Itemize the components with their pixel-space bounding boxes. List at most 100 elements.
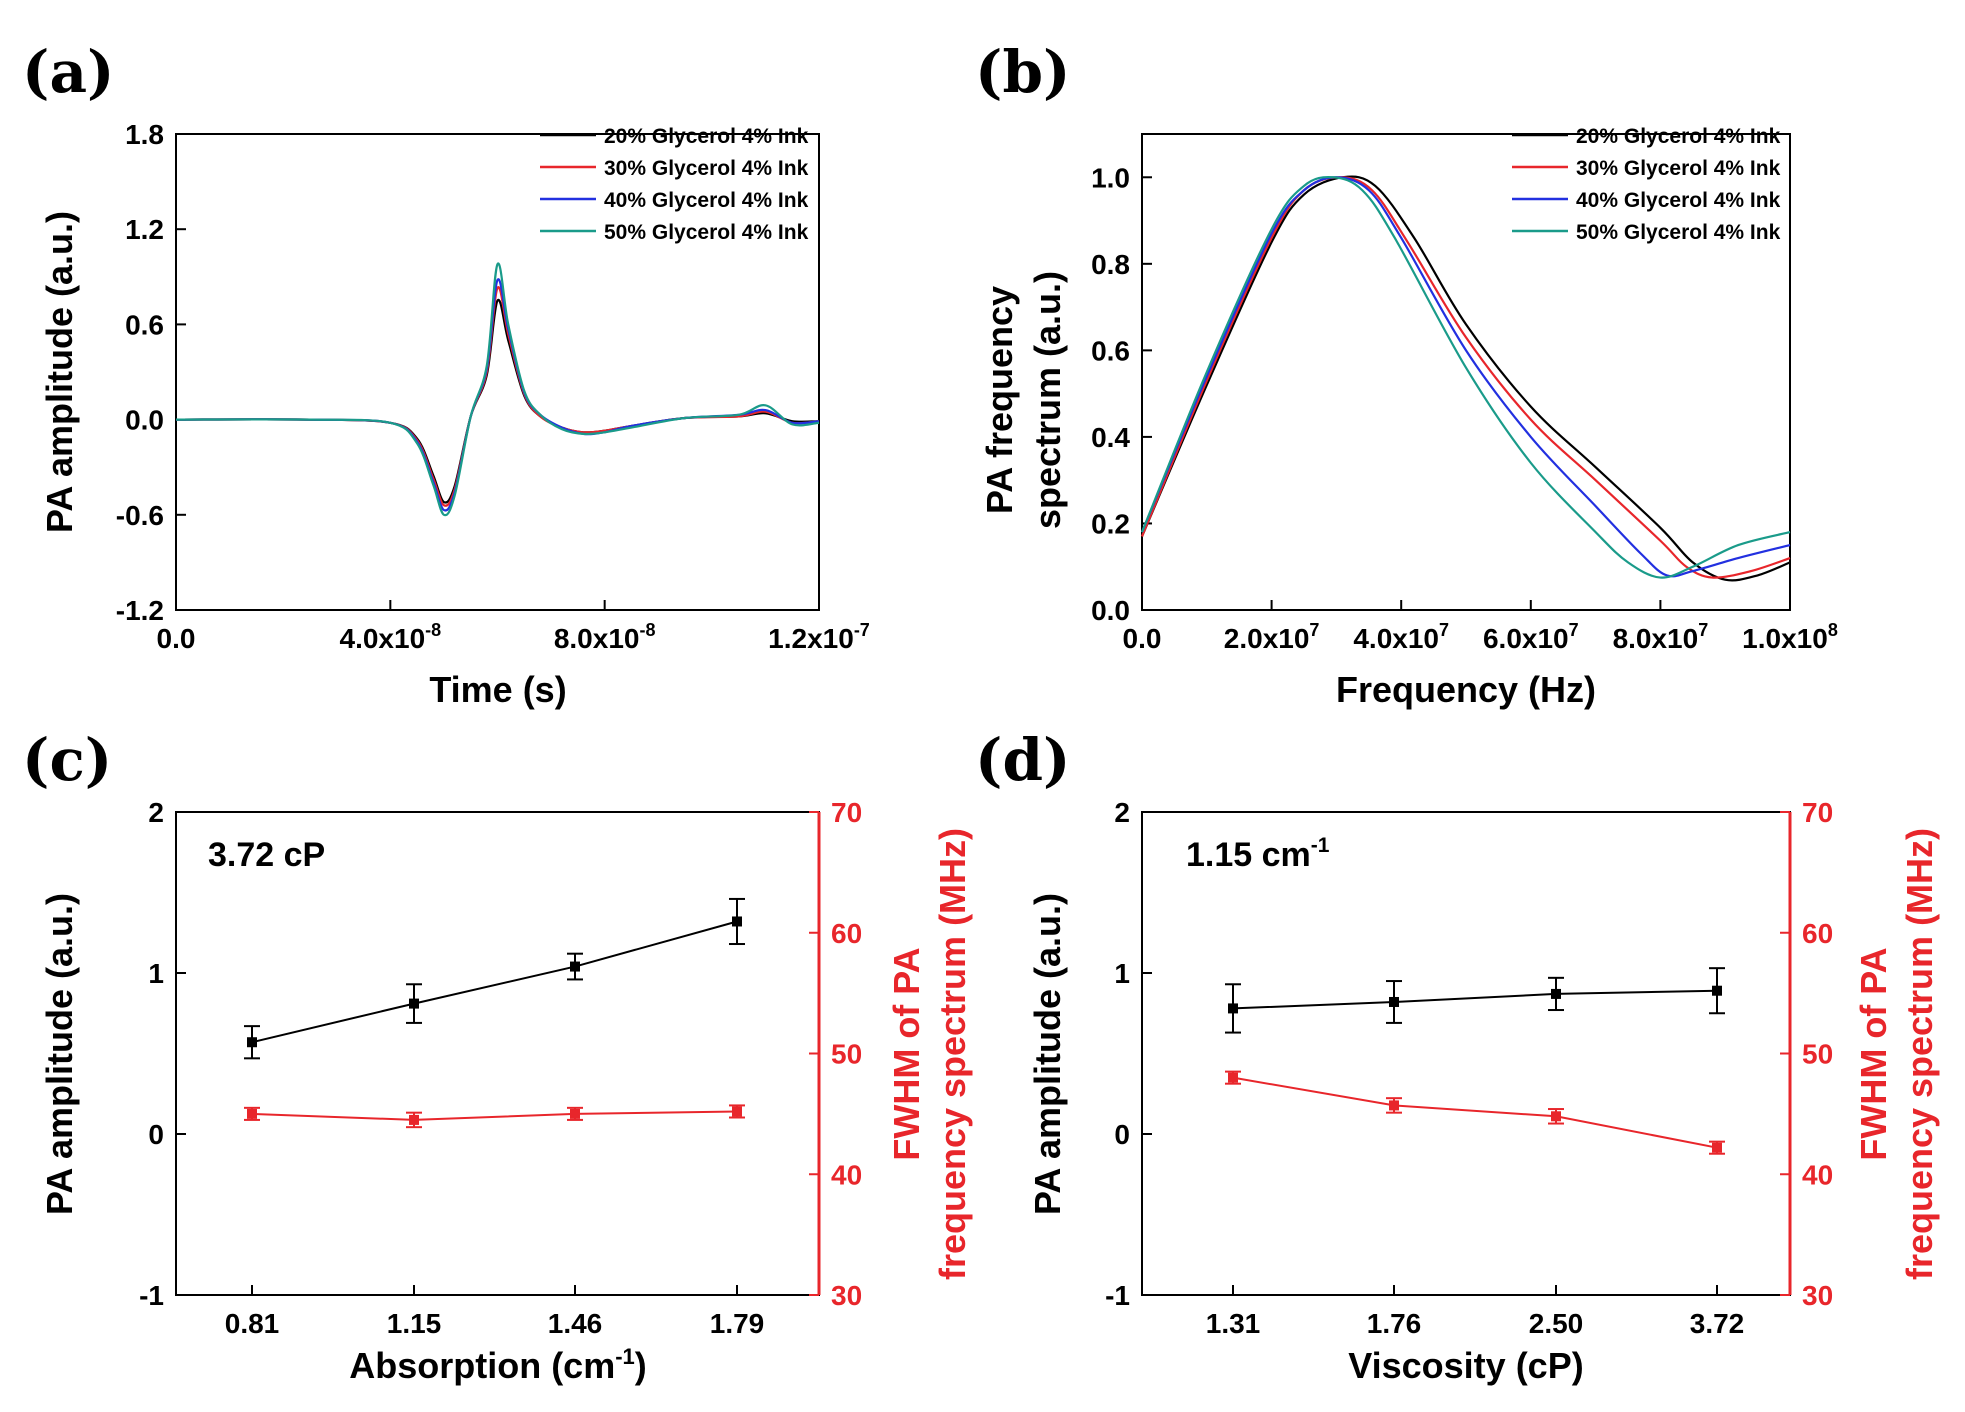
y-tick-label: 0.6	[125, 309, 164, 340]
y-tick-label: 0.6	[1091, 335, 1130, 366]
data-point	[1389, 996, 1399, 1007]
plot-frame-b	[1141, 133, 1791, 611]
data-point	[570, 1108, 580, 1119]
x-tick-label: 1.46	[548, 1308, 603, 1339]
legend-a: 20% Glycerol 4% Ink 30% Glycerol 4% Ink 40…	[540, 125, 809, 244]
series-a-2	[175, 286, 820, 507]
x-tick-label: 0.81	[225, 1308, 280, 1339]
y-axis-title: PA amplitude (a.u.)	[1027, 893, 1068, 1215]
y2-tick-label: 50	[1802, 1039, 1833, 1070]
series-line	[251, 920, 738, 1044]
x-tick-exponent: 7	[1439, 620, 1449, 640]
data-point	[247, 1037, 257, 1048]
x-tick-exponent: 7	[1698, 620, 1708, 640]
x-tick-label: 8.0x10-8	[554, 620, 656, 654]
y2-tick-label: 30	[1802, 1280, 1833, 1311]
y2-axis-title-line: FWHM of PA	[1853, 947, 1894, 1160]
legend-label: 20% Glycerol 4% Ink	[1576, 125, 1781, 148]
series-d-2	[1225, 1070, 1725, 1155]
y-tick-label: 0	[148, 1119, 164, 1150]
annotation-c: 3.72 cP	[208, 836, 325, 874]
x-axis-title-text: Viscosity (cP)	[1348, 1345, 1583, 1386]
panel-label-b: (b)	[975, 38, 1070, 106]
y-tick-label: 2	[1114, 797, 1130, 828]
y-tick-label: -0.6	[116, 500, 164, 531]
y-tick-label: -1	[139, 1280, 164, 1311]
x-tick-exponent: -8	[639, 620, 655, 640]
legend-label: 40% Glycerol 4% Ink	[1576, 189, 1781, 212]
y-tick-label: 0.2	[1091, 508, 1130, 539]
series-c-2	[244, 1104, 745, 1129]
y-axis-title: PA amplitude (a.u.)	[39, 211, 80, 533]
data-point	[409, 998, 419, 1009]
data-point	[1228, 1072, 1238, 1083]
x-axis-title: Frequency (Hz)	[1336, 669, 1596, 710]
panel-b: (b)0.00.20.40.60.81.00.0 2.0x107 4.0x107 6.…	[975, 38, 1838, 710]
y-tick-label: 2	[148, 797, 164, 828]
y2-tick-label: 30	[831, 1280, 862, 1311]
data-point	[1228, 1003, 1238, 1014]
x-tick-label: 3.72	[1690, 1308, 1745, 1339]
y-tick-label: 0	[1114, 1119, 1130, 1150]
data-point	[1712, 985, 1722, 996]
x-axis-title-superscript: -1	[615, 1344, 635, 1369]
x-tick-base: 6.0x10	[1483, 623, 1569, 654]
x-tick-label: 4.0x107	[1353, 620, 1449, 654]
series-d-1	[1225, 967, 1725, 1034]
x-tick-label: 1.0x108	[1742, 620, 1838, 654]
y2-tick-label: 40	[1802, 1159, 1833, 1190]
annotation-text: 1.15 cm	[1186, 836, 1311, 874]
legend-label: 50% Glycerol 4% Ink	[1576, 221, 1781, 244]
x-tick-label: 1.15	[387, 1308, 442, 1339]
panel-a: (a)-1.2-0.60.00.61.21.80.0 4.0x10-8 8.0x10…	[22, 38, 870, 710]
y-tick-label: 0.0	[1091, 595, 1130, 626]
legend-label: 40% Glycerol 4% Ink	[604, 189, 809, 212]
x-tick-exponent: 8	[1828, 620, 1838, 640]
x-tick-label: 0.0	[1123, 623, 1162, 654]
plot-frame-c	[175, 811, 820, 1296]
x-axis-title: Viscosity (cP)	[1348, 1345, 1583, 1386]
x-tick-base: 4.0x10	[1353, 623, 1439, 654]
y-tick-label: -1	[1105, 1280, 1130, 1311]
x-tick-base: 8.0x10	[1613, 623, 1699, 654]
y2-axis-title-line: frequency spectrum (MHz)	[1899, 828, 1940, 1280]
series-b-4	[1140, 175, 1791, 579]
y2-tick-label: 70	[1802, 797, 1833, 828]
x-tick-exponent: 7	[1309, 620, 1319, 640]
series-line	[1232, 1076, 1718, 1149]
x-tick-base: 1.2x10	[768, 623, 854, 654]
series-line	[1232, 989, 1718, 1010]
x-tick-label: 2.0x107	[1224, 620, 1320, 654]
y-axis-title: PA amplitude (a.u.)	[39, 893, 80, 1215]
data-point	[1389, 1100, 1399, 1111]
data-point	[732, 1106, 742, 1117]
x-axis-title-text: Time (s)	[429, 669, 566, 710]
x-tick-base: 0.0	[1123, 623, 1162, 654]
x-tick-base: 0.0	[157, 623, 196, 654]
series-line	[1140, 175, 1791, 579]
y2-tick-label: 70	[831, 797, 862, 828]
x-tick-exponent: -7	[854, 620, 870, 640]
y-axis-title-line: spectrum (a.u.)	[1027, 271, 1068, 529]
x-axis-title: Time (s)	[429, 669, 566, 710]
series-line	[175, 262, 820, 517]
annotation-d: 1.15 cm-1	[1186, 834, 1330, 874]
data-point	[570, 961, 580, 972]
series-a-3	[175, 278, 820, 512]
x-tick-base: 8.0x10	[554, 623, 640, 654]
series-line	[175, 286, 820, 507]
x-tick-label: 1.31	[1206, 1308, 1261, 1339]
y-tick-label: 0.4	[1091, 422, 1130, 453]
annotation-text: 3.72 cP	[208, 836, 325, 874]
y2-tick-label: 60	[831, 918, 862, 949]
x-axis-title-suffix: )	[635, 1345, 647, 1386]
x-tick-label: 1.2x10-7	[768, 620, 870, 654]
y-tick-label: 1.8	[125, 119, 164, 150]
series-line	[251, 1110, 738, 1121]
y-tick-label: 0.8	[1091, 249, 1130, 280]
series-a-1	[175, 298, 820, 504]
panel-d: (d) -1 0 1 2 1.31 1.76 2.50 3.72 30 40 50 60 70 FWHM o…	[975, 726, 1940, 1386]
data-point	[247, 1108, 257, 1119]
panel-label-d: (d)	[975, 726, 1070, 794]
